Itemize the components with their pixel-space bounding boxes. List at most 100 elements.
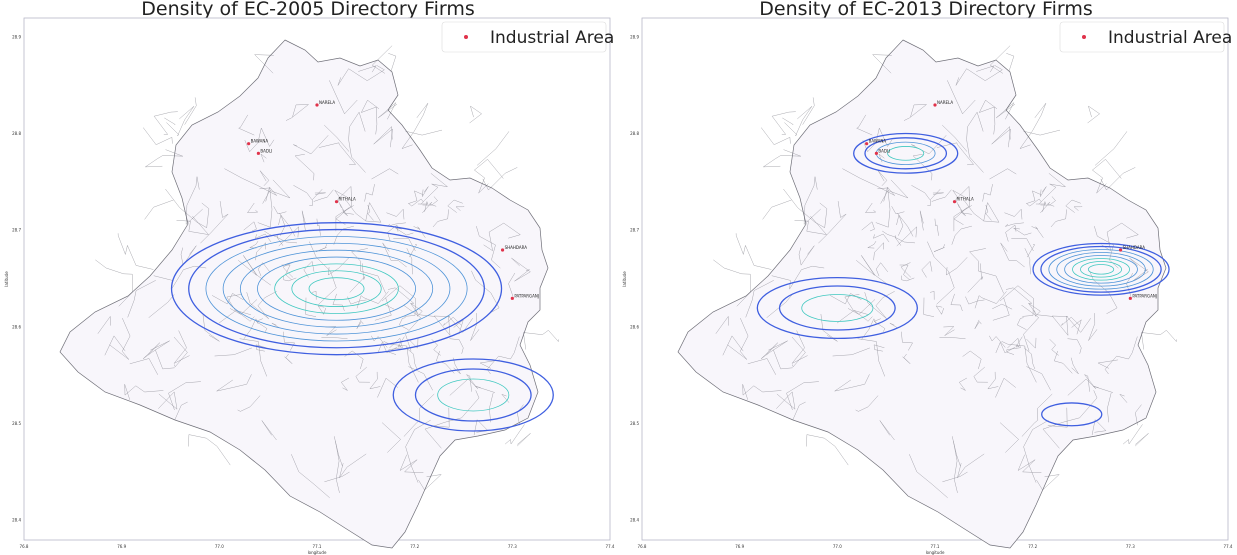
ward-line <box>992 303 1013 310</box>
ward-line <box>931 189 952 202</box>
ward-line <box>784 106 813 137</box>
ward-line <box>880 179 909 204</box>
ward-line <box>243 221 257 232</box>
industrial-area-marker <box>1118 248 1123 252</box>
ward-line <box>474 159 504 194</box>
density-contour <box>1087 264 1115 275</box>
ward-line <box>482 167 518 191</box>
ward-line <box>282 262 294 278</box>
ward-line <box>947 80 976 115</box>
industrial-area-label: SHAHDARA <box>1123 245 1146 250</box>
ward-line <box>773 349 793 370</box>
legend: Industrial Area <box>1059 21 1232 53</box>
ward-line <box>962 350 982 370</box>
ward-line <box>517 433 531 447</box>
ward-line <box>832 347 870 357</box>
ward-line <box>358 65 377 73</box>
ward-line <box>321 337 348 339</box>
industrial-area-marker <box>315 103 319 107</box>
ward-line <box>405 347 418 370</box>
density-contour <box>801 294 874 322</box>
ward-line <box>264 230 278 238</box>
industrial-area-label: BADLI <box>878 148 890 153</box>
industrial-areas: NARELA BAWANA BADLI RITHALA SHAHDARA PATPARGA… <box>247 100 539 300</box>
ward-line <box>284 353 293 364</box>
x-tick-label: 77.2 <box>1028 544 1037 549</box>
density-contour <box>1056 252 1146 287</box>
x-tick-label: 77.4 <box>1224 544 1233 549</box>
ward-line <box>374 297 392 321</box>
density-contour <box>274 263 399 314</box>
industrial-area-marker <box>510 296 514 300</box>
industrial-area-label: RITHALA <box>957 197 974 202</box>
ward-line <box>791 330 808 364</box>
ward-line <box>246 291 277 319</box>
y-tick-label: 28.6 <box>12 324 21 329</box>
ward-line <box>517 404 524 426</box>
ward-line <box>1040 186 1047 197</box>
ward-line <box>200 201 229 244</box>
ward-line <box>1067 374 1096 396</box>
ward-line <box>224 168 277 202</box>
x-tick-label: 77.0 <box>833 544 842 549</box>
ward-line <box>818 201 847 244</box>
ward-line <box>932 192 944 195</box>
density-contours <box>170 222 554 432</box>
x-tick-label: 77.0 <box>215 544 224 549</box>
ward-line <box>237 395 261 412</box>
ward-line <box>973 366 988 383</box>
ward-line <box>351 248 386 294</box>
ward-line <box>176 215 210 235</box>
ward-line <box>1088 313 1098 341</box>
ward-line <box>901 275 915 282</box>
ward-line <box>933 244 945 252</box>
y-tick-label: 28.9 <box>12 34 21 39</box>
ward-line <box>1070 357 1079 375</box>
ward-line <box>383 341 419 383</box>
ward-line <box>1051 315 1091 336</box>
industrial-area-label: PATPARGANJ <box>1132 293 1157 298</box>
ward-line <box>1026 337 1037 349</box>
ward-line <box>1054 350 1073 374</box>
ward-line <box>935 305 944 315</box>
ward-line <box>842 168 895 202</box>
ward-line <box>1005 287 1054 317</box>
x-axis-label: longitude <box>926 550 945 555</box>
density-contour <box>205 235 468 342</box>
ward-line <box>244 127 275 153</box>
ward-line <box>165 188 210 229</box>
ward-line <box>1023 129 1061 136</box>
x-tick-label: 77.3 <box>1126 544 1135 549</box>
y-tick-label: 28.7 <box>630 228 639 233</box>
ward-line <box>247 202 259 213</box>
ward-line <box>420 173 449 205</box>
ward-line <box>341 205 354 216</box>
ward-line <box>894 237 916 246</box>
ward-line <box>967 263 984 293</box>
ward-line <box>803 176 821 225</box>
ward-line <box>377 341 398 354</box>
density-contour <box>291 270 382 307</box>
map-panel-2005: Density of EC-2005 Directory Firms NAREL… <box>0 0 616 555</box>
ward-line <box>921 260 933 278</box>
ward-line <box>1026 366 1051 391</box>
axis-ticks: 76.8 76.9 77.0 77.1 77.2 77.3 77.4 28.9 28.8 28.7… <box>630 34 1233 549</box>
industrial-area-marker <box>256 151 260 155</box>
ward-line <box>911 185 931 200</box>
ward-line <box>432 209 449 228</box>
ward-line <box>943 326 955 336</box>
ward-line <box>987 371 999 390</box>
ward-line <box>386 208 405 220</box>
ward-line <box>382 242 407 268</box>
ward-line <box>260 153 267 163</box>
ward-line <box>508 272 516 297</box>
ward-line <box>873 318 886 332</box>
industrial-area-marker <box>334 200 339 204</box>
ward-line <box>999 422 1019 453</box>
ward-line <box>936 142 975 165</box>
ward-line <box>173 336 188 368</box>
ward-line <box>957 453 985 478</box>
ward-line <box>117 233 154 270</box>
ward-line <box>261 420 277 441</box>
ward-line <box>995 341 1016 354</box>
